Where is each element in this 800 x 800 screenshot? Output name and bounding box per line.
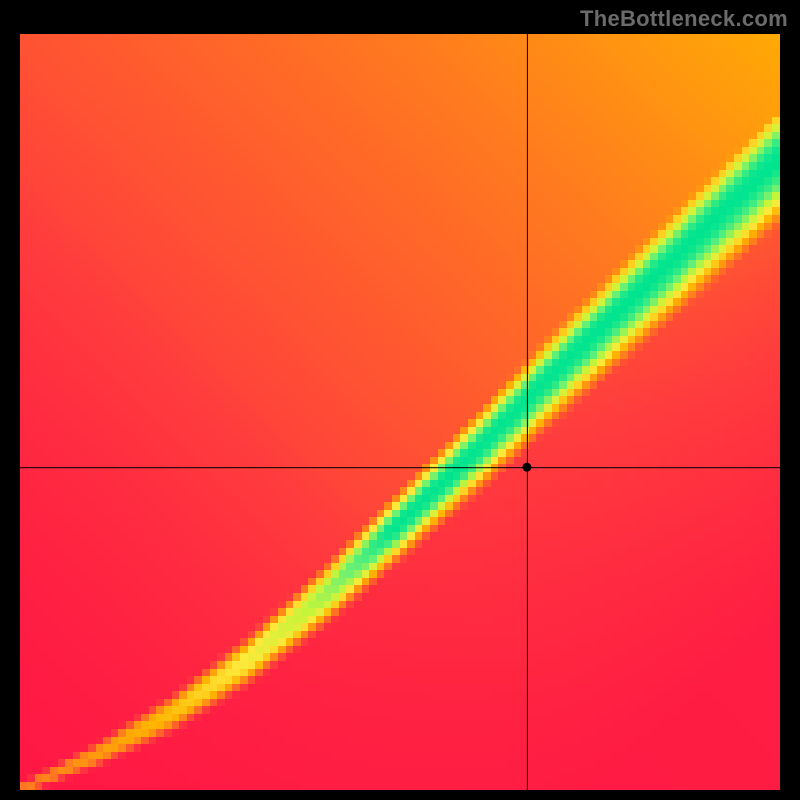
watermark-text: TheBottleneck.com [580,6,788,32]
chart-container: TheBottleneck.com [0,0,800,800]
heatmap-canvas [20,34,780,790]
heatmap-plot [20,34,780,790]
